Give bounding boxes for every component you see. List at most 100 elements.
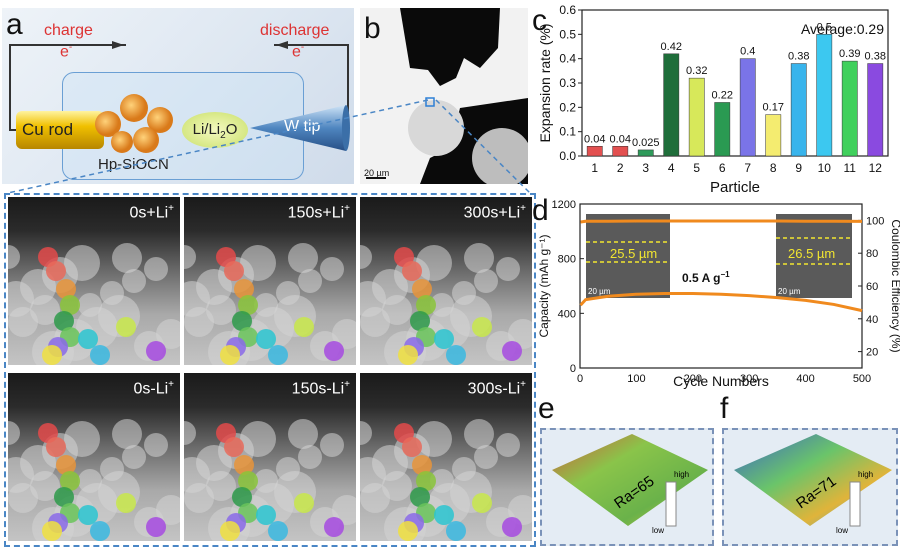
panel-c-label: c: [532, 4, 547, 37]
y-right-tick-label: 100: [866, 215, 884, 227]
colored-particle: [412, 455, 432, 475]
y-right-axis-label: Coulombic Efficiency (%): [889, 219, 900, 352]
colored-particle: [116, 493, 136, 513]
background-particle: [112, 243, 142, 273]
y-tick-label: 0.5: [559, 27, 576, 41]
background-particle: [276, 281, 300, 305]
background-particle: [254, 469, 278, 493]
background-particle: [100, 457, 124, 481]
li-li2o-electrode: Li/Li2O: [182, 112, 248, 148]
tem-frame: 0s-Li+: [8, 373, 180, 541]
frame-time-label: 0s+Li+: [129, 203, 174, 222]
colored-particle: [268, 345, 288, 365]
bar-value-label: 0.025: [632, 137, 660, 149]
x-tick-label: 2: [617, 161, 624, 175]
background-particle: [184, 457, 210, 493]
electron-right: e-: [292, 42, 305, 61]
background-particle: [430, 293, 454, 317]
colored-particle: [232, 487, 252, 507]
bar-value-label: 0.38: [865, 51, 886, 63]
discharge-label: discharge: [260, 22, 330, 39]
panel-d-chart: d 0 400 800 1200 20 40 60 80 100 0 100 200 300 400 500…: [532, 194, 900, 390]
y-axis-label: Expansion rate (%): [537, 23, 553, 142]
colored-particle: [446, 345, 466, 365]
in-situ-tem-frames: 0s+Li+ 150s+Li+ 300s+Li+ 0s-Li+ 150s-Li+ 300s…: [4, 193, 536, 547]
background-particle: [122, 269, 146, 293]
colored-particle: [234, 455, 254, 475]
bar: [663, 53, 680, 157]
background-particle: [112, 419, 142, 449]
background-particle: [360, 281, 386, 317]
y-tick-label: 0.4: [559, 52, 576, 66]
high-f: high: [858, 470, 874, 479]
high-e: high: [674, 470, 690, 479]
surface-map-f: [734, 434, 892, 527]
colored-particle: [60, 471, 80, 491]
background-particle: [184, 245, 196, 269]
chart-title: Average:0.29: [801, 21, 884, 37]
background-particle: [452, 457, 476, 481]
colored-particle: [238, 471, 258, 491]
rate-label: 0.5 A g−1: [682, 270, 730, 285]
tem-frame: 300s+Li+: [360, 197, 532, 365]
surface-map-e: [552, 434, 708, 527]
panel-e-label: e: [538, 392, 555, 425]
bar-value-label: 0.5: [817, 21, 832, 33]
background-particle: [276, 457, 300, 481]
colored-particle: [232, 311, 252, 331]
inset-left-thickness: 25.5 µm: [610, 246, 657, 261]
bar-value-label: 0.39: [839, 48, 860, 60]
background-particle: [78, 469, 102, 493]
background-particle: [360, 245, 372, 269]
y-right-tick-label: 80: [866, 248, 878, 260]
colored-particle: [502, 517, 522, 537]
colored-particle: [402, 261, 422, 281]
colored-particle: [294, 493, 314, 513]
bar-value-label: 0.04: [610, 133, 631, 145]
colored-particle: [434, 505, 454, 525]
panel-e-surface: Ra=65 high low: [540, 428, 714, 546]
y-tick-label: 0.2: [559, 100, 576, 114]
y-tick-label: 0.0: [559, 149, 576, 163]
bar: [816, 34, 833, 157]
low-e: low: [652, 526, 665, 535]
inset-right-image: [776, 214, 852, 298]
colored-particle: [56, 455, 76, 475]
colored-particle: [146, 341, 166, 361]
hp-sioc-particles: [95, 94, 173, 153]
panel-f-surface: Ra=71 high low: [722, 428, 898, 546]
colored-particle: [402, 437, 422, 457]
frame-time-label: 150s-Li+: [291, 379, 350, 398]
tem-micrograph: [360, 8, 528, 184]
colored-particle: [56, 279, 76, 299]
colored-particle: [434, 329, 454, 349]
colored-particle: [412, 279, 432, 299]
frame-particles: [360, 243, 532, 365]
background-particle: [496, 433, 520, 457]
bar-value-label: 0.17: [763, 102, 784, 114]
x-tick-label: 10: [818, 161, 832, 175]
background-particle: [288, 419, 318, 449]
electron-left: e-: [60, 42, 73, 61]
tem-frame: 150s+Li+: [184, 197, 356, 365]
x-tick-label: 0: [577, 373, 583, 385]
bar: [841, 60, 858, 157]
background-particle: [144, 257, 168, 281]
x-tick-label: 100: [627, 373, 645, 385]
colored-particle: [42, 521, 62, 541]
colored-particle: [416, 295, 436, 315]
background-particle: [474, 269, 498, 293]
colored-particle: [410, 487, 430, 507]
colored-particle: [54, 311, 74, 331]
background-particle: [8, 245, 20, 269]
colored-particle: [472, 493, 492, 513]
y-right-tick-label: 20: [866, 347, 878, 359]
inset-left-scale: 20 µm: [588, 287, 611, 296]
background-particle: [360, 457, 386, 493]
x-tick-label: 3: [642, 161, 649, 175]
bar: [867, 63, 884, 157]
expansion-rate-chart: 0.0 0.1 0.2 0.3 0.4 0.5 0.6 0.04 1 0.04 2 0.025 3 0.4…: [537, 3, 889, 196]
colored-particle: [472, 317, 492, 337]
background-particle: [8, 281, 34, 317]
panel-b-tem-image: b 20 µm: [360, 8, 528, 184]
